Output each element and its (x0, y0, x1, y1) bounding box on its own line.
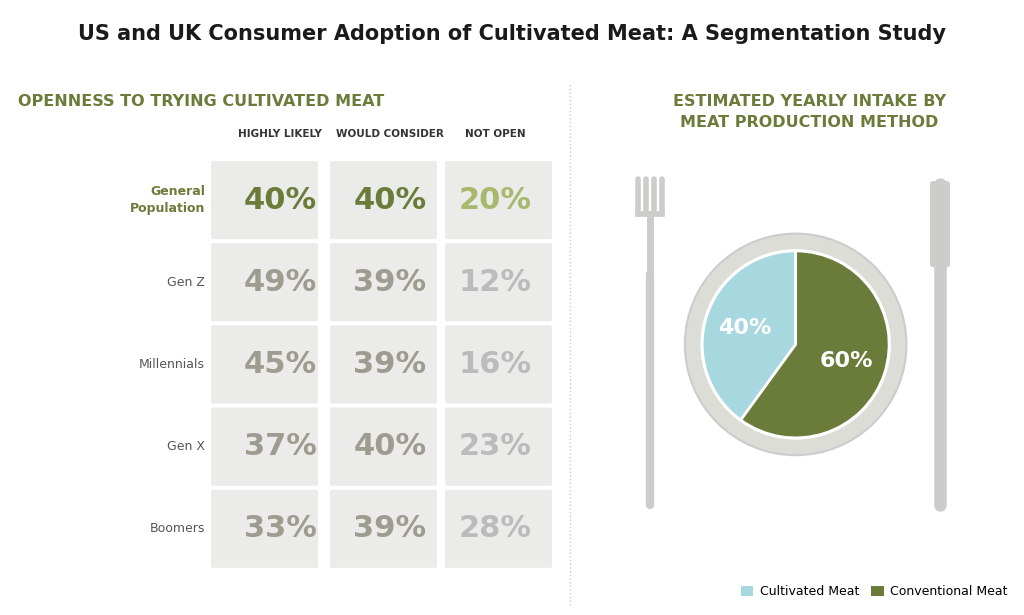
FancyBboxPatch shape (330, 161, 437, 239)
FancyBboxPatch shape (211, 490, 318, 568)
Circle shape (700, 249, 891, 440)
Text: 12%: 12% (459, 268, 531, 297)
Text: 20%: 20% (459, 186, 531, 215)
Text: 39%: 39% (353, 514, 427, 543)
Text: 45%: 45% (244, 350, 316, 379)
Text: 40%: 40% (353, 432, 427, 461)
Text: 37%: 37% (244, 432, 316, 461)
Legend: Cultivated Meat, Conventional Meat: Cultivated Meat, Conventional Meat (736, 581, 1013, 603)
Text: 40%: 40% (244, 186, 316, 215)
FancyBboxPatch shape (445, 408, 552, 486)
FancyBboxPatch shape (930, 181, 950, 268)
FancyBboxPatch shape (445, 490, 552, 568)
FancyBboxPatch shape (445, 243, 552, 322)
FancyBboxPatch shape (330, 243, 437, 322)
Text: 16%: 16% (459, 350, 531, 379)
Text: 23%: 23% (459, 432, 531, 461)
Text: 49%: 49% (244, 268, 316, 297)
Text: 40%: 40% (718, 318, 771, 338)
Text: ESTIMATED YEARLY INTAKE BY
MEAT PRODUCTION METHOD: ESTIMATED YEARLY INTAKE BY MEAT PRODUCTI… (673, 94, 946, 130)
Text: WOULD CONSIDER: WOULD CONSIDER (336, 129, 444, 139)
FancyBboxPatch shape (211, 408, 318, 486)
Text: 40%: 40% (353, 186, 427, 215)
Text: 39%: 39% (353, 350, 427, 379)
FancyBboxPatch shape (211, 161, 318, 239)
Text: Boomers: Boomers (150, 522, 205, 535)
FancyBboxPatch shape (330, 490, 437, 568)
Text: OPENNESS TO TRYING CULTIVATED MEAT: OPENNESS TO TRYING CULTIVATED MEAT (18, 94, 384, 109)
Text: 39%: 39% (353, 268, 427, 297)
FancyBboxPatch shape (211, 325, 318, 403)
FancyBboxPatch shape (445, 161, 552, 239)
Text: Millennials: Millennials (139, 358, 205, 371)
Text: General
Population: General Population (130, 185, 205, 215)
Text: US and UK Consumer Adoption of Cultivated Meat: A Segmentation Study: US and UK Consumer Adoption of Cultivate… (78, 24, 946, 44)
Text: 60%: 60% (820, 351, 873, 371)
Wedge shape (740, 251, 889, 438)
FancyBboxPatch shape (330, 325, 437, 403)
FancyBboxPatch shape (445, 325, 552, 403)
Text: NOT OPEN: NOT OPEN (465, 129, 525, 139)
Text: Gen Z: Gen Z (167, 276, 205, 289)
Text: HIGHLY LIKELY: HIGHLY LIKELY (238, 129, 322, 139)
Wedge shape (702, 251, 796, 420)
Circle shape (685, 234, 906, 455)
Text: Gen X: Gen X (167, 440, 205, 453)
FancyBboxPatch shape (211, 243, 318, 322)
Text: 28%: 28% (459, 514, 531, 543)
Text: 33%: 33% (244, 514, 316, 543)
FancyBboxPatch shape (330, 408, 437, 486)
